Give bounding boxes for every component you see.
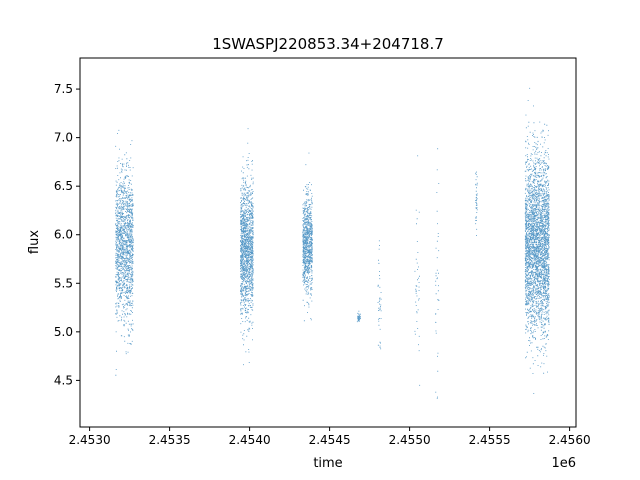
x-axis-ticks: 2.4530 2.4535 2.4540 2.4545 2.4550 2.4555 2.45… <box>69 427 591 447</box>
y-axis-ticks: 4.5 5.0 5.5 6.0 6.5 7.0 7.5 <box>54 82 80 387</box>
y-axis-label: flux <box>27 230 42 254</box>
x-tick-label: 2.4545 <box>309 433 351 447</box>
observation-cluster <box>524 87 550 394</box>
plot-frame <box>79 57 577 428</box>
cluster-points <box>435 148 440 399</box>
x-tick-label: 2.4555 <box>469 433 511 447</box>
cluster-points <box>302 152 313 322</box>
observation-cluster <box>302 152 313 322</box>
y-tick-label: 4.5 <box>54 373 73 387</box>
y-tick-label: 5.5 <box>54 276 73 290</box>
x-tick-label: 2.4560 <box>549 433 591 447</box>
observation-cluster <box>356 310 361 323</box>
observation-cluster <box>240 128 254 366</box>
observation-cluster <box>475 171 478 236</box>
cluster-points <box>475 171 478 236</box>
chart-title: 1SWASPJ220853.34+204718.7 <box>212 35 444 53</box>
data-points <box>115 87 550 399</box>
x-tick-label: 2.4550 <box>389 433 431 447</box>
y-tick-label: 5.0 <box>54 325 73 339</box>
observation-cluster <box>377 240 382 350</box>
cluster-points <box>414 155 421 386</box>
y-tick-label: 7.0 <box>54 131 73 145</box>
y-tick-label: 6.0 <box>54 228 73 242</box>
x-axis-offset-label: 1e6 <box>551 456 576 471</box>
cluster-points <box>240 128 254 366</box>
x-tick-label: 2.4530 <box>69 433 111 447</box>
cluster-points <box>377 240 382 350</box>
observation-cluster <box>435 148 440 399</box>
cluster-points <box>524 87 550 394</box>
x-tick-label: 2.4540 <box>229 433 271 447</box>
cluster-points <box>115 129 134 376</box>
y-tick-label: 6.5 <box>54 179 73 193</box>
x-axis-label: time <box>313 456 342 471</box>
x-tick-label: 2.4535 <box>149 433 191 447</box>
y-tick-label: 7.5 <box>54 82 73 96</box>
observation-cluster <box>115 129 134 376</box>
cluster-points <box>356 310 361 323</box>
observation-cluster <box>414 155 421 386</box>
